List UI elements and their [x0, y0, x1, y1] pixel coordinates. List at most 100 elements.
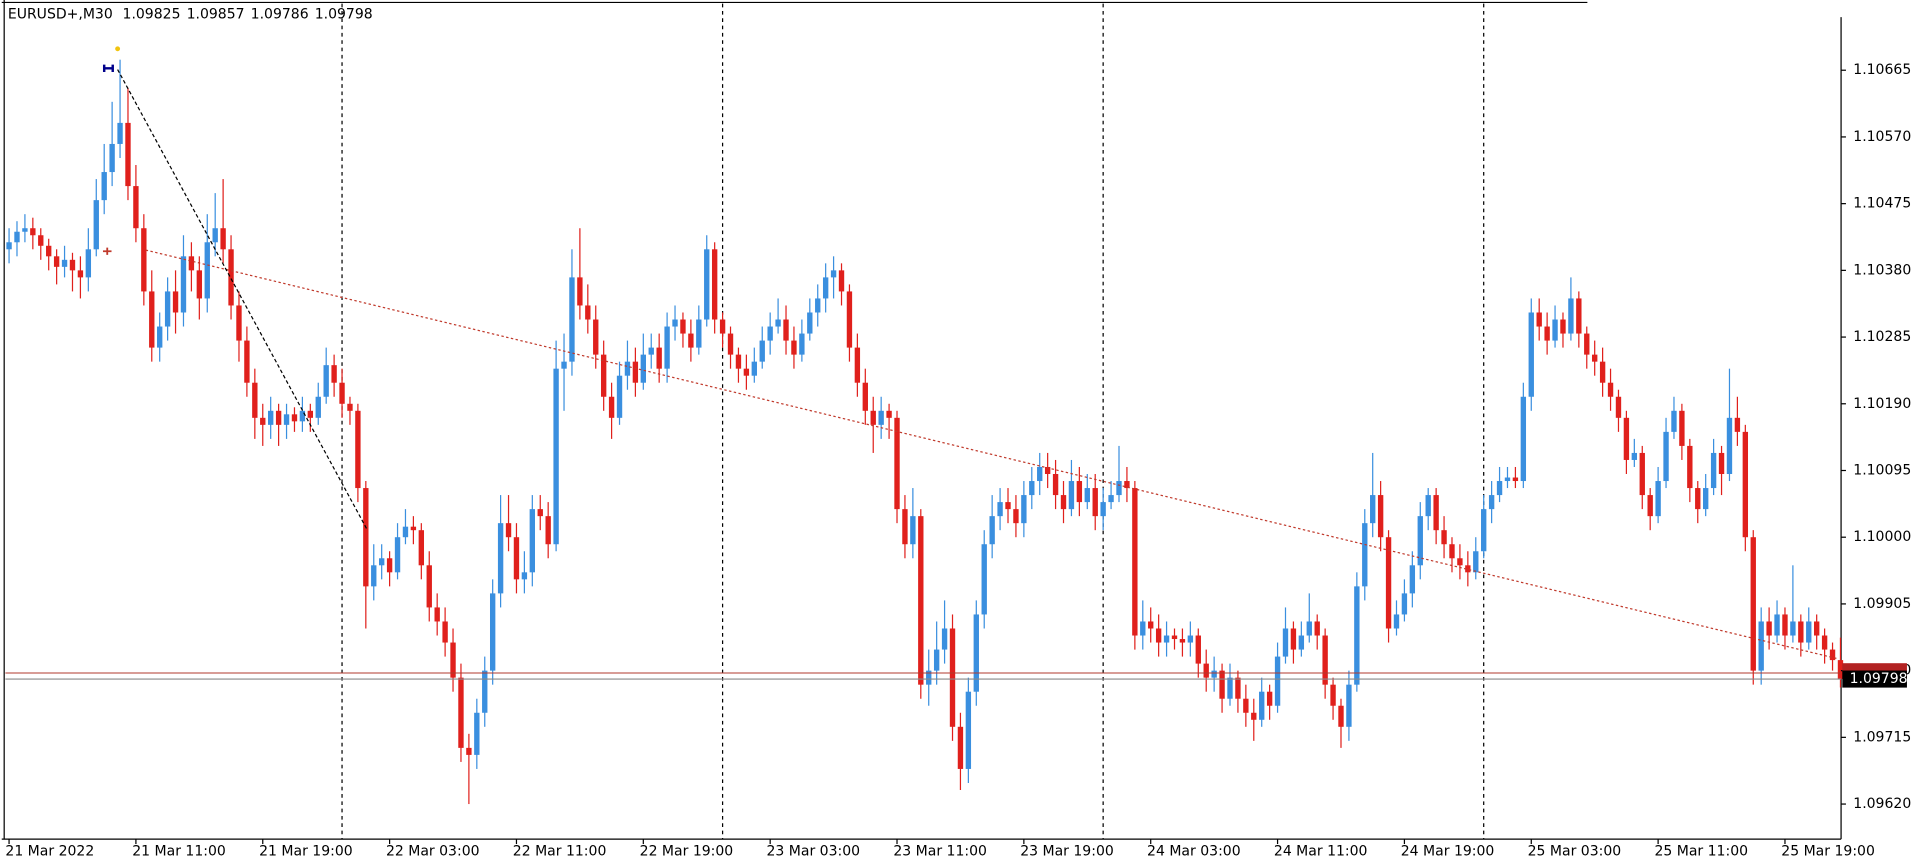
candle-body [965, 691, 972, 769]
candle-body [1266, 691, 1273, 706]
candle-body [378, 558, 385, 566]
candle-body [347, 403, 353, 411]
candle-body [862, 382, 868, 411]
candle-body [307, 410, 314, 418]
candle-body [664, 326, 670, 369]
candle-body [894, 417, 900, 510]
x-tick-label: 21 Mar 11:00 [132, 843, 226, 859]
candle-body [846, 291, 853, 348]
candle-body [1195, 635, 1201, 664]
candle-body [1441, 530, 1447, 545]
candle-body [1473, 551, 1479, 573]
candle-body [1322, 635, 1328, 685]
candle-body [838, 270, 845, 292]
candle-body [521, 572, 528, 580]
candle-body [632, 361, 639, 383]
candle-body [196, 270, 203, 299]
close: 1.09798 [315, 7, 373, 23]
candle-body [442, 621, 448, 643]
candle-body [1021, 495, 1027, 524]
candle-body [164, 291, 171, 327]
candle-body [1100, 502, 1106, 517]
candle-body [157, 326, 163, 348]
y-tick-label: 1.10570 [1853, 129, 1911, 145]
candle-body [1488, 495, 1495, 510]
candle-body [1330, 684, 1336, 706]
candle-body [1124, 481, 1130, 489]
candle-body [941, 628, 948, 650]
candle-body [1037, 466, 1043, 482]
candle-body [244, 340, 250, 383]
candle-body [1108, 495, 1114, 503]
candle-body [1544, 326, 1550, 341]
candle-body [450, 642, 456, 678]
axes: 1.10665 1.10570 1.10475 1.10380 1.10285 1.101… [5, 62, 1911, 859]
candle-body [394, 537, 401, 573]
candle-body [696, 319, 702, 348]
candle-body [1512, 477, 1519, 482]
candle-body [1163, 635, 1170, 643]
candle-body [252, 382, 258, 418]
candle-body [355, 410, 361, 489]
candle-body [997, 502, 1003, 517]
candle-body [426, 565, 432, 608]
candle-body [1568, 298, 1574, 334]
candle-body [1235, 677, 1241, 699]
y-tick-label: 1.10665 [1853, 62, 1911, 78]
y-tick-label: 1.10475 [1853, 196, 1911, 212]
candle-body [537, 509, 543, 517]
candle-body [1282, 628, 1289, 657]
candle-body [1806, 621, 1812, 643]
y-tick-label: 1.09620 [1853, 796, 1911, 812]
candle-body [1029, 481, 1035, 496]
cross-marker [102, 247, 112, 255]
candle-body [569, 277, 575, 362]
candle-body [870, 410, 876, 425]
candle-body [949, 628, 956, 727]
candle-body [926, 670, 932, 685]
candle-body [561, 361, 567, 369]
candle-body [228, 249, 234, 306]
candle-body [275, 410, 282, 425]
candle-body [1576, 298, 1582, 334]
y-tick-label: 1.10380 [1853, 262, 1911, 278]
candle-body [830, 270, 837, 278]
candle-body [1647, 495, 1653, 517]
candle-body [1132, 488, 1138, 636]
candle-body [1385, 537, 1392, 629]
candle-body [46, 245, 52, 257]
candle-body [585, 305, 591, 320]
candle-body [1734, 417, 1741, 432]
candle-body [688, 333, 694, 348]
candle-body [775, 319, 781, 327]
candle-body [1449, 544, 1455, 559]
candle-body [553, 368, 559, 545]
candle-body [474, 712, 480, 755]
candle-body [1560, 319, 1566, 334]
candle-body [1298, 635, 1305, 650]
candle-body [363, 488, 369, 587]
candle-body [466, 747, 472, 755]
candle-body [727, 333, 734, 355]
candles [6, 59, 1844, 805]
candle-body [1687, 445, 1693, 489]
candle-body [624, 361, 631, 376]
candle-body [1615, 396, 1622, 418]
candle-body [1140, 621, 1146, 636]
candle-body [656, 347, 662, 369]
candle-body [497, 523, 504, 594]
candle-body [957, 726, 964, 769]
candle-body [482, 670, 488, 713]
candle-body [1465, 565, 1471, 573]
candle-body [172, 291, 179, 313]
candle-body [791, 340, 797, 355]
candle-body [149, 291, 155, 348]
candle-body [1639, 452, 1645, 496]
candle-body [577, 277, 583, 306]
candle-body [1536, 312, 1542, 327]
x-tick-label: 21 Mar 2022 [5, 843, 94, 859]
candle-body [1829, 649, 1836, 661]
candle-body [236, 305, 242, 341]
candle-body [1259, 691, 1265, 720]
